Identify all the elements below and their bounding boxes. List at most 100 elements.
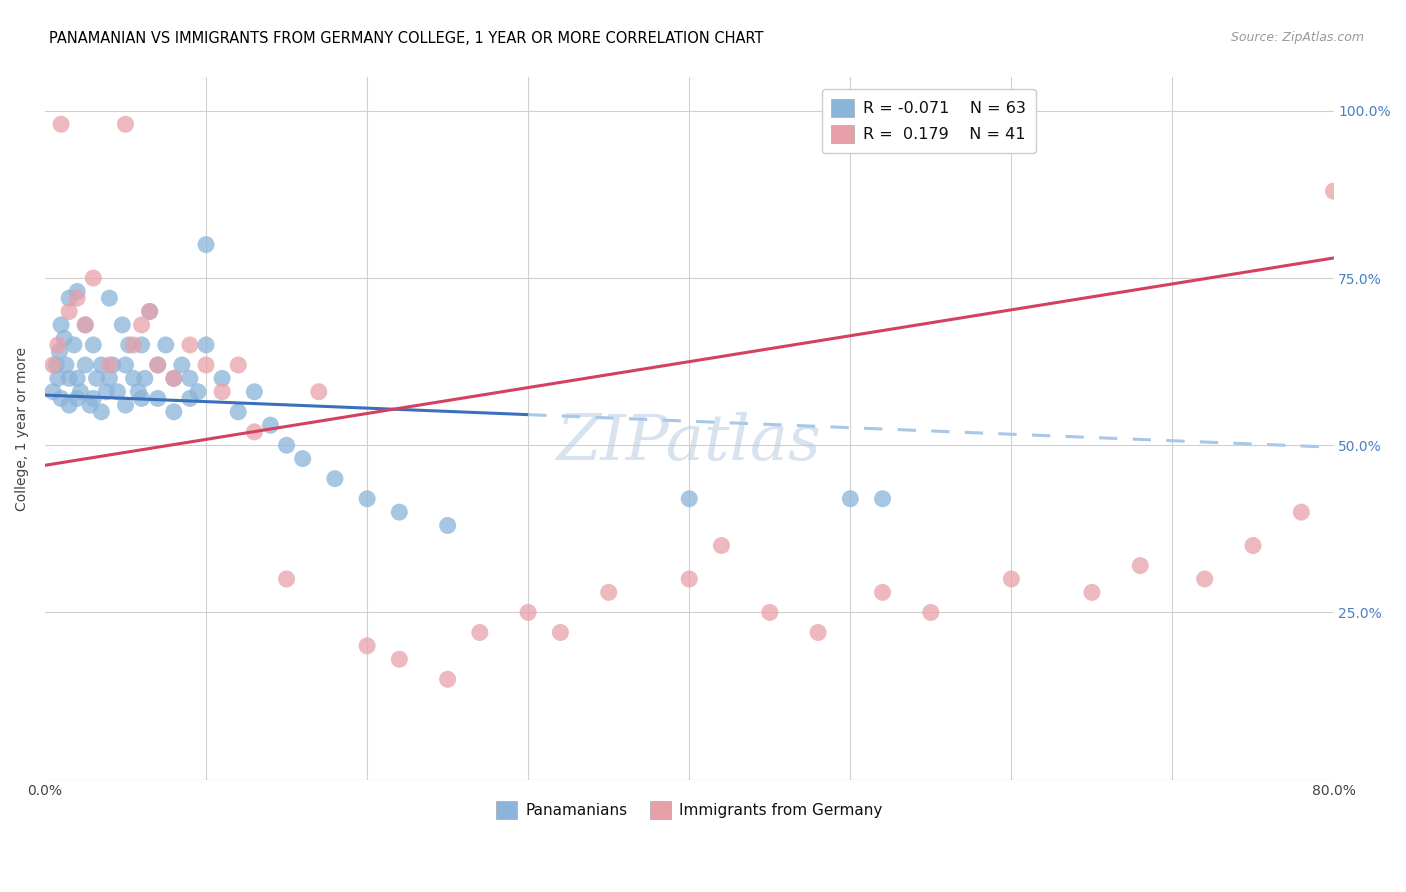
Point <box>276 572 298 586</box>
Point <box>146 358 169 372</box>
Point <box>308 384 330 399</box>
Point <box>82 271 104 285</box>
Point <box>1129 558 1152 573</box>
Point <box>66 392 89 406</box>
Point <box>75 358 97 372</box>
Legend: Panamanians, Immigrants from Germany: Panamanians, Immigrants from Germany <box>489 795 889 824</box>
Point <box>49 117 72 131</box>
Text: PANAMANIAN VS IMMIGRANTS FROM GERMANY COLLEGE, 1 YEAR OR MORE CORRELATION CHART: PANAMANIAN VS IMMIGRANTS FROM GERMANY CO… <box>49 31 763 46</box>
Point <box>872 585 894 599</box>
Point <box>48 344 70 359</box>
Point <box>179 392 201 406</box>
Point <box>758 606 780 620</box>
Point <box>920 606 942 620</box>
Point <box>291 451 314 466</box>
Point <box>46 338 69 352</box>
Point <box>356 491 378 506</box>
Point <box>1241 539 1264 553</box>
Point <box>243 425 266 439</box>
Point <box>1081 585 1104 599</box>
Point <box>678 572 700 586</box>
Point <box>101 358 124 372</box>
Point <box>63 338 86 352</box>
Point <box>468 625 491 640</box>
Point <box>58 398 80 412</box>
Point <box>839 491 862 506</box>
Point <box>42 384 65 399</box>
Point <box>436 518 458 533</box>
Point <box>58 291 80 305</box>
Point <box>550 625 572 640</box>
Point <box>226 358 249 372</box>
Point <box>96 384 118 399</box>
Point <box>155 338 177 352</box>
Point <box>75 318 97 332</box>
Point <box>55 358 77 372</box>
Point <box>42 358 65 372</box>
Point <box>195 358 218 372</box>
Point <box>98 291 121 305</box>
Point <box>114 398 136 412</box>
Point <box>90 358 112 372</box>
Y-axis label: College, 1 year or more: College, 1 year or more <box>15 346 30 510</box>
Point <box>90 405 112 419</box>
Point <box>138 304 160 318</box>
Point <box>195 338 218 352</box>
Point <box>131 392 153 406</box>
Point <box>243 384 266 399</box>
Point <box>1194 572 1216 586</box>
Point <box>138 304 160 318</box>
Point <box>211 384 233 399</box>
Point <box>114 117 136 131</box>
Point <box>46 371 69 385</box>
Point <box>98 358 121 372</box>
Point <box>388 505 411 519</box>
Point <box>146 392 169 406</box>
Point <box>179 338 201 352</box>
Point <box>1322 184 1344 198</box>
Point <box>1291 505 1313 519</box>
Point <box>872 491 894 506</box>
Point <box>107 384 129 399</box>
Point <box>69 384 91 399</box>
Point <box>86 371 108 385</box>
Point <box>114 358 136 372</box>
Point <box>58 371 80 385</box>
Point <box>259 418 281 433</box>
Point <box>226 405 249 419</box>
Text: ZIPatlas: ZIPatlas <box>557 412 821 474</box>
Point <box>111 318 134 332</box>
Point <box>195 237 218 252</box>
Point <box>170 358 193 372</box>
Point <box>75 318 97 332</box>
Point <box>45 358 67 372</box>
Point <box>179 371 201 385</box>
Text: Source: ZipAtlas.com: Source: ZipAtlas.com <box>1230 31 1364 45</box>
Point <box>66 291 89 305</box>
Point <box>118 338 141 352</box>
Point <box>98 371 121 385</box>
Point <box>276 438 298 452</box>
Point <box>323 472 346 486</box>
Point <box>66 285 89 299</box>
Point <box>1000 572 1022 586</box>
Point <box>122 338 145 352</box>
Point <box>49 392 72 406</box>
Point <box>598 585 620 599</box>
Point <box>807 625 830 640</box>
Point <box>131 318 153 332</box>
Point <box>122 371 145 385</box>
Point <box>127 384 149 399</box>
Point <box>710 539 733 553</box>
Point <box>49 318 72 332</box>
Point <box>356 639 378 653</box>
Point <box>82 338 104 352</box>
Point <box>163 371 186 385</box>
Point <box>131 338 153 352</box>
Point <box>187 384 209 399</box>
Point <box>66 371 89 385</box>
Point <box>436 673 458 687</box>
Point <box>53 331 76 345</box>
Point <box>388 652 411 666</box>
Point <box>211 371 233 385</box>
